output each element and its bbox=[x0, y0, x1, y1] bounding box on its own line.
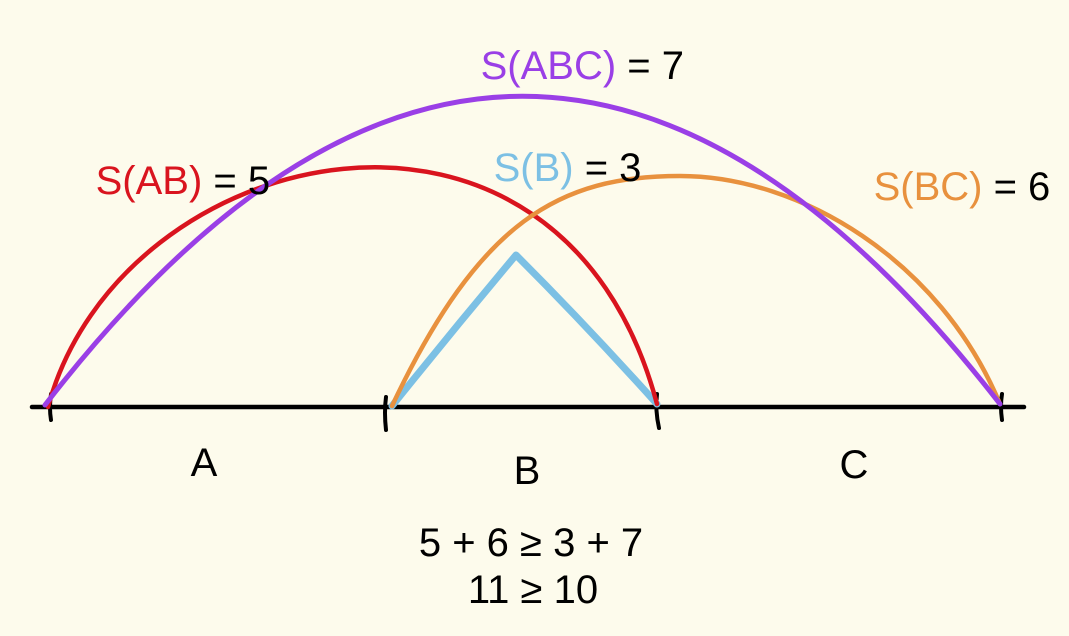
label-s-b: S(B) = 3 bbox=[438, 146, 675, 190]
inequality-line-2: 11 ≥ 10 bbox=[468, 568, 598, 612]
label-s-ab: S(AB) = 5 bbox=[40, 159, 303, 203]
segment-label-c: C bbox=[840, 443, 869, 487]
label-s-abc-term: S(ABC) bbox=[481, 44, 617, 88]
inequality-line-1: 5 + 6 ≥ 3 + 7 bbox=[419, 521, 643, 565]
label-s-bc-value: = 6 bbox=[982, 165, 1050, 209]
arc-s-bc bbox=[389, 173, 1003, 409]
label-s-bc: S(BC) = 6 bbox=[818, 165, 1069, 209]
arc-s-abc bbox=[42, 93, 1003, 408]
label-s-abc-value: = 7 bbox=[616, 44, 684, 88]
label-s-ab-value: = 5 bbox=[202, 159, 270, 203]
segment-label-b: B bbox=[514, 449, 541, 493]
arc-s-b bbox=[388, 251, 661, 410]
tick-right bbox=[999, 392, 1004, 422]
label-s-b-term: S(B) bbox=[494, 146, 574, 190]
label-s-ab-term: S(AB) bbox=[96, 159, 203, 203]
label-s-abc: S(ABC) = 7 bbox=[425, 44, 717, 88]
label-s-b-value: = 3 bbox=[574, 146, 642, 190]
tick-ab-boundary bbox=[383, 395, 388, 432]
segment-label-a: A bbox=[191, 441, 218, 485]
arc-s-ab bbox=[45, 165, 660, 410]
label-s-bc-term: S(BC) bbox=[874, 165, 983, 209]
